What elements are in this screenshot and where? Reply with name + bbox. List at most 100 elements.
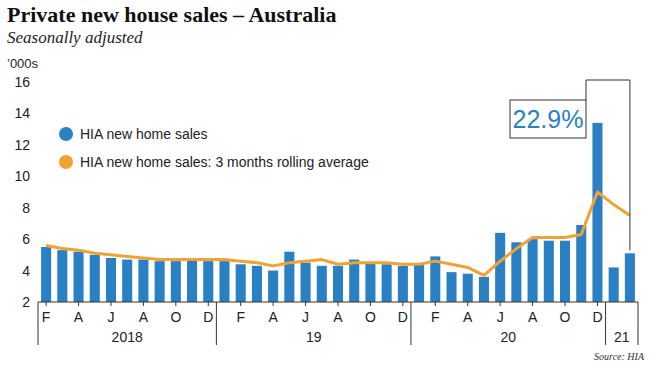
x-tick <box>435 302 436 306</box>
x-tick-label: D <box>203 309 213 325</box>
x-tick <box>338 302 339 306</box>
x-tick-label: F <box>236 309 245 325</box>
x-tick-label: D <box>398 309 408 325</box>
x-tick <box>370 302 371 306</box>
y-tick <box>33 270 37 271</box>
legend-marker <box>59 155 73 169</box>
x-tick-label: A <box>74 309 84 325</box>
plot-area <box>41 123 635 302</box>
x-tick-label: A <box>528 309 538 325</box>
bar <box>171 261 181 302</box>
bar <box>479 277 489 302</box>
x-tick <box>565 302 566 306</box>
bar <box>219 261 229 302</box>
year-separator <box>410 302 411 345</box>
x-tick-label: A <box>139 309 149 325</box>
x-tick-label: F <box>431 309 440 325</box>
x-tick-label: O <box>170 309 181 325</box>
x-tick-label: O <box>365 309 376 325</box>
legend-label: HIA new home sales <box>80 126 208 142</box>
x-axis-edge <box>38 302 39 345</box>
y-tick <box>33 239 37 240</box>
legend-marker <box>59 127 73 141</box>
bar <box>122 260 132 302</box>
x-tick <box>208 302 209 306</box>
year-label: 20 <box>500 329 516 345</box>
bar <box>74 252 84 302</box>
year-separator <box>605 302 606 345</box>
x-tick <box>500 302 501 306</box>
chart: Private new house sales – AustraliaSeaso… <box>0 0 649 365</box>
bar <box>414 264 424 302</box>
annotation: 22.9% <box>513 105 584 133</box>
line <box>46 192 630 275</box>
x-tick <box>46 302 47 306</box>
x-tick <box>467 302 468 306</box>
y-tick-label: 12 <box>14 137 30 153</box>
y-tick <box>33 207 37 208</box>
bar <box>138 260 148 302</box>
y-tick-label: 2 <box>22 294 30 310</box>
x-tick-label: A <box>268 309 278 325</box>
bar <box>528 239 538 302</box>
bar <box>625 253 635 302</box>
bar <box>252 266 262 302</box>
y-tick-label: 14 <box>14 105 30 121</box>
x-tick-label: O <box>560 309 571 325</box>
x-tick <box>110 302 111 306</box>
annotation-box <box>510 100 586 138</box>
y-tick <box>33 302 37 303</box>
bar <box>203 261 213 302</box>
bar <box>365 263 375 302</box>
bar <box>268 271 278 302</box>
year-label: 19 <box>306 329 322 345</box>
bar <box>155 261 165 302</box>
x-tick <box>532 302 533 306</box>
y-tick <box>33 176 37 177</box>
bar <box>463 274 473 302</box>
bar <box>187 260 197 302</box>
x-tick <box>240 302 241 306</box>
x-tick <box>273 302 274 306</box>
year-separator <box>216 302 217 345</box>
x-tick <box>143 302 144 306</box>
bar <box>544 241 554 302</box>
annotation-line <box>586 80 630 250</box>
year-label: 2018 <box>112 329 143 345</box>
y-tick-label: 6 <box>22 231 30 247</box>
x-tick-label: D <box>592 309 602 325</box>
bar <box>349 260 359 302</box>
bar <box>301 263 311 302</box>
y-tick <box>33 113 37 114</box>
source: Source: HIA <box>594 351 645 362</box>
bar <box>41 247 51 302</box>
x-tick-label: A <box>463 309 473 325</box>
x-tick <box>78 302 79 306</box>
y-tick-label: 16 <box>14 74 30 90</box>
year-label: 21 <box>614 329 630 345</box>
x-tick <box>175 302 176 306</box>
x-tick <box>402 302 403 306</box>
x-tick-label: J <box>107 309 114 325</box>
bar <box>495 233 505 302</box>
bar <box>57 250 67 302</box>
bar <box>382 264 392 302</box>
x-tick <box>597 302 598 306</box>
y-tick-label: 4 <box>22 263 30 279</box>
y-tick-label: 10 <box>14 168 30 184</box>
annotation-line <box>586 80 587 100</box>
subtitle: Seasonally adjusted <box>7 28 143 47</box>
y-tick-label: 8 <box>22 200 30 216</box>
bar <box>333 266 343 302</box>
bar <box>90 255 100 302</box>
x-tick-label: A <box>333 309 343 325</box>
y-label: ’000s <box>7 56 39 71</box>
x-axis-edge <box>638 302 639 345</box>
bar <box>284 252 294 302</box>
x-tick-label: J <box>497 309 504 325</box>
bar <box>446 272 456 302</box>
x-tick-label: F <box>42 309 51 325</box>
x-tick-label: J <box>302 309 309 325</box>
title: Private new house sales – Australia <box>7 2 336 27</box>
y-tick <box>33 82 37 83</box>
